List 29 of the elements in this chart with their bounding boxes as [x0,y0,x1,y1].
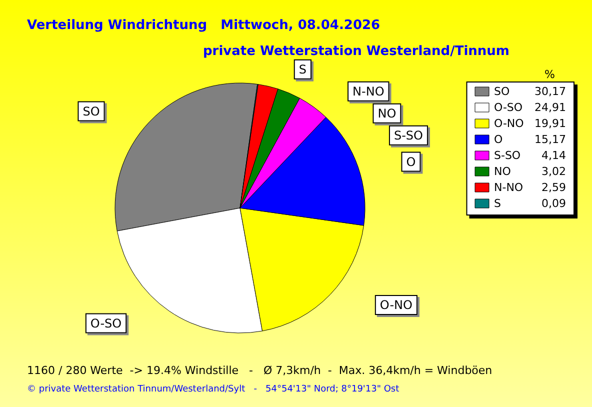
legend-label: S-SO [494,149,521,162]
slice-label: O-NO [380,298,412,312]
legend-label: O-NO [494,117,524,130]
chart-title: Verteilung Windrichtung Mittwoch, 08.04.2026 [27,18,380,33]
text: 1160 / 280 Werte -> 19.4% Windstille - Ø 7,3km/h - Max. 36,4km/h = Windböen [27,364,492,377]
text: © private Wetterstation Tinnum/Westerland/Sylt - 54°54'13" Nord; 8°19'13" Ost [27,384,400,394]
data-label: 2,59 [542,181,566,194]
legend-label: O [494,133,503,146]
chart-subtitle: private Wetterstation Westerland/Tinnum [203,44,510,59]
legend-label: O-SO [494,101,523,114]
category-label: N-NO [352,84,384,98]
category-label: NO [378,106,396,120]
data-label: 24,91 [534,101,566,114]
data-label: 30,17 [534,85,566,98]
category-label: O [406,154,416,169]
slice-label: O-SO [90,316,122,330]
data-label: 3,02 [542,165,566,178]
slice-label: SO [82,104,100,118]
legend-label: N-NO [494,181,524,194]
legend-label: NO [494,165,512,178]
legend-title: % [544,68,555,81]
category-label: S [298,62,306,76]
data-label: 4,14 [542,149,566,162]
data-label: 0,09 [542,197,566,210]
legend-label: SO [494,85,510,98]
category-label: S-SO [394,128,423,142]
legend-label: S [494,197,501,210]
data-label: 15,17 [534,133,566,146]
data-label: 19,91 [534,117,566,130]
